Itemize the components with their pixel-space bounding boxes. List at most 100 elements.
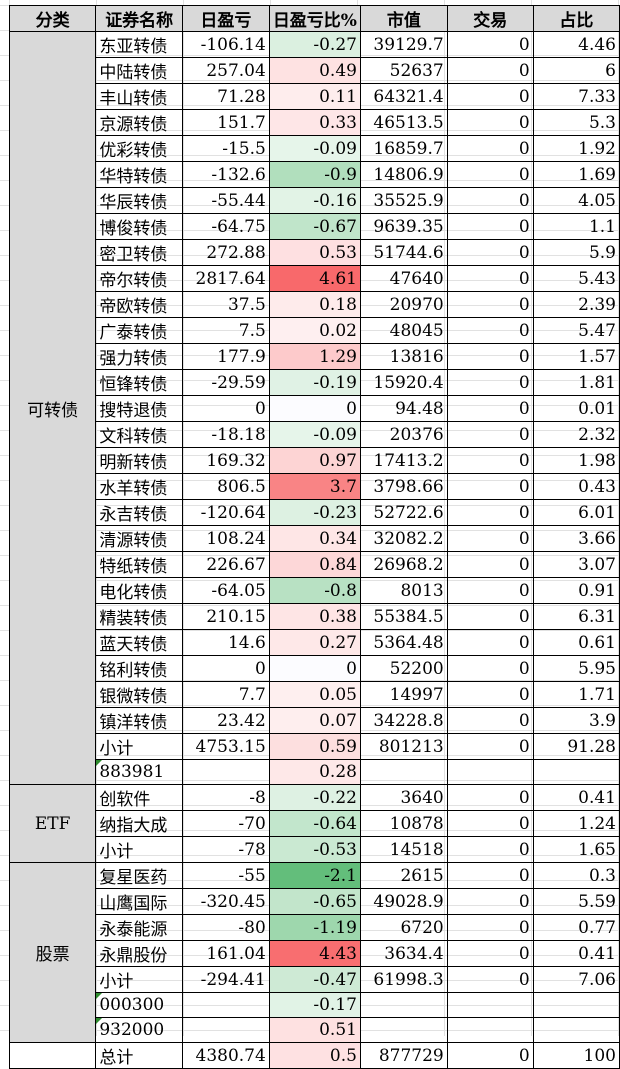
market-value-cell[interactable]: 3798.66 — [359, 473, 448, 500]
share-cell[interactable]: 5.3 — [532, 109, 620, 136]
security-name-cell[interactable]: 博俊转债 — [95, 213, 184, 240]
trade-cell[interactable] — [446, 759, 534, 785]
market-value-cell[interactable]: 46513.5 — [359, 109, 448, 136]
market-value-cell[interactable]: 13816 — [359, 343, 448, 370]
daily-pnl-cell[interactable]: 108.24 — [182, 525, 270, 552]
daily-pnl-cell[interactable]: 0 — [182, 395, 270, 422]
trade-cell[interactable]: 0 — [446, 655, 534, 682]
daily-pnl-cell[interactable]: -64.05 — [182, 577, 270, 604]
daily-pnl-pct-cell[interactable]: -0.67 — [268, 213, 361, 240]
security-name-cell[interactable]: 000300 — [95, 992, 184, 1018]
security-name-cell[interactable]: 山鹰国际 — [95, 888, 184, 915]
security-name-cell[interactable]: 密卫转债 — [95, 239, 184, 266]
daily-pnl-cell[interactable]: -80 — [182, 914, 270, 941]
trade-cell[interactable]: 0 — [446, 629, 534, 656]
share-cell[interactable]: 0.01 — [532, 395, 620, 422]
trade-cell[interactable]: 0 — [446, 317, 534, 344]
market-value-cell[interactable]: 877729 — [359, 1042, 448, 1069]
trade-cell[interactable]: 0 — [446, 135, 534, 162]
share-cell[interactable]: 1.71 — [532, 681, 620, 708]
security-name-cell[interactable]: 复星医药 — [95, 862, 184, 889]
daily-pnl-cell[interactable]: -29.59 — [182, 369, 270, 396]
header-trade[interactable]: 交易 — [446, 5, 534, 32]
daily-pnl-pct-cell[interactable]: 0.59 — [268, 733, 361, 760]
trade-cell[interactable]: 0 — [446, 681, 534, 708]
market-value-cell[interactable]: 3634.4 — [359, 940, 448, 967]
daily-pnl-cell[interactable]: -120.64 — [182, 499, 270, 526]
header-daily-pnl-pct[interactable]: 日盈亏比% — [268, 5, 361, 32]
trade-cell[interactable]: 0 — [446, 551, 534, 578]
share-cell[interactable]: 3.66 — [532, 525, 620, 552]
share-cell[interactable]: 3.07 — [532, 551, 620, 578]
daily-pnl-pct-cell[interactable]: 0.11 — [268, 83, 361, 110]
daily-pnl-pct-cell[interactable]: 0.38 — [268, 603, 361, 630]
market-value-cell[interactable]: 8013 — [359, 577, 448, 604]
trade-cell[interactable]: 0 — [446, 395, 534, 422]
trade-cell[interactable]: 0 — [446, 707, 534, 734]
daily-pnl-pct-cell[interactable]: -0.53 — [268, 836, 361, 863]
daily-pnl-cell[interactable] — [182, 759, 270, 785]
share-cell[interactable]: 0.77 — [532, 914, 620, 941]
security-name-cell[interactable]: 华特转债 — [95, 161, 184, 188]
share-cell[interactable]: 5.43 — [532, 265, 620, 292]
header-market-value[interactable]: 市值 — [359, 5, 448, 32]
security-name-cell[interactable]: 华辰转债 — [95, 187, 184, 214]
daily-pnl-cell[interactable]: 210.15 — [182, 603, 270, 630]
market-value-cell[interactable]: 34228.8 — [359, 707, 448, 734]
share-cell[interactable]: 5.59 — [532, 888, 620, 915]
daily-pnl-cell[interactable]: 4753.15 — [182, 733, 270, 760]
daily-pnl-cell[interactable]: 23.42 — [182, 707, 270, 734]
share-cell[interactable]: 6 — [532, 57, 620, 84]
security-name-cell[interactable]: 特纸转债 — [95, 551, 184, 578]
market-value-cell[interactable]: 26968.2 — [359, 551, 448, 578]
market-value-cell[interactable]: 39129.7 — [359, 31, 448, 58]
share-cell[interactable]: 1.69 — [532, 161, 620, 188]
daily-pnl-cell[interactable]: -18.18 — [182, 421, 270, 448]
trade-cell[interactable]: 0 — [446, 603, 534, 630]
trade-cell[interactable]: 0 — [446, 291, 534, 318]
daily-pnl-pct-cell[interactable]: -0.8 — [268, 577, 361, 604]
daily-pnl-cell[interactable]: 257.04 — [182, 57, 270, 84]
market-value-cell[interactable]: 94.48 — [359, 395, 448, 422]
daily-pnl-cell[interactable]: -64.75 — [182, 213, 270, 240]
security-name-cell[interactable]: 永泰能源 — [95, 914, 184, 941]
share-cell[interactable]: 0.91 — [532, 577, 620, 604]
security-name-cell[interactable]: 精装转债 — [95, 603, 184, 630]
security-name-cell[interactable]: 清源转债 — [95, 525, 184, 552]
security-name-cell[interactable]: 932000 — [95, 1017, 184, 1043]
security-name-cell[interactable]: 纳指大成 — [95, 810, 184, 837]
security-name-cell[interactable]: 小计 — [95, 966, 184, 993]
market-value-cell[interactable] — [359, 1017, 448, 1043]
trade-cell[interactable]: 0 — [446, 213, 534, 240]
daily-pnl-cell[interactable]: -294.41 — [182, 966, 270, 993]
daily-pnl-pct-cell[interactable]: -1.19 — [268, 914, 361, 941]
daily-pnl-cell[interactable]: 37.5 — [182, 291, 270, 318]
trade-cell[interactable]: 0 — [446, 57, 534, 84]
security-name-cell[interactable]: 帝尔转债 — [95, 265, 184, 292]
daily-pnl-cell[interactable] — [182, 1017, 270, 1043]
security-name-cell[interactable]: 总计 — [95, 1042, 184, 1069]
category-cell[interactable]: ETF — [8, 784, 97, 863]
share-cell[interactable]: 6.31 — [532, 603, 620, 630]
market-value-cell[interactable]: 64321.4 — [359, 83, 448, 110]
daily-pnl-cell[interactable] — [182, 992, 270, 1018]
market-value-cell[interactable]: 15920.4 — [359, 369, 448, 396]
market-value-cell[interactable]: 2615 — [359, 862, 448, 889]
daily-pnl-cell[interactable]: 169.32 — [182, 447, 270, 474]
daily-pnl-pct-cell[interactable]: -0.09 — [268, 135, 361, 162]
daily-pnl-cell[interactable]: 226.67 — [182, 551, 270, 578]
market-value-cell[interactable] — [359, 992, 448, 1018]
daily-pnl-pct-cell[interactable]: 0 — [268, 655, 361, 682]
daily-pnl-pct-cell[interactable]: -0.22 — [268, 784, 361, 811]
trade-cell[interactable]: 0 — [446, 940, 534, 967]
market-value-cell[interactable]: 17413.2 — [359, 447, 448, 474]
share-cell[interactable]: 5.95 — [532, 655, 620, 682]
daily-pnl-pct-cell[interactable]: -0.09 — [268, 421, 361, 448]
security-name-cell[interactable]: 中陆转债 — [95, 57, 184, 84]
market-value-cell[interactable]: 10878 — [359, 810, 448, 837]
share-cell[interactable]: 0.3 — [532, 862, 620, 889]
daily-pnl-cell[interactable]: 272.88 — [182, 239, 270, 266]
security-name-cell[interactable]: 镇洋转债 — [95, 707, 184, 734]
daily-pnl-pct-cell[interactable]: -0.65 — [268, 888, 361, 915]
share-cell[interactable]: 6.01 — [532, 499, 620, 526]
